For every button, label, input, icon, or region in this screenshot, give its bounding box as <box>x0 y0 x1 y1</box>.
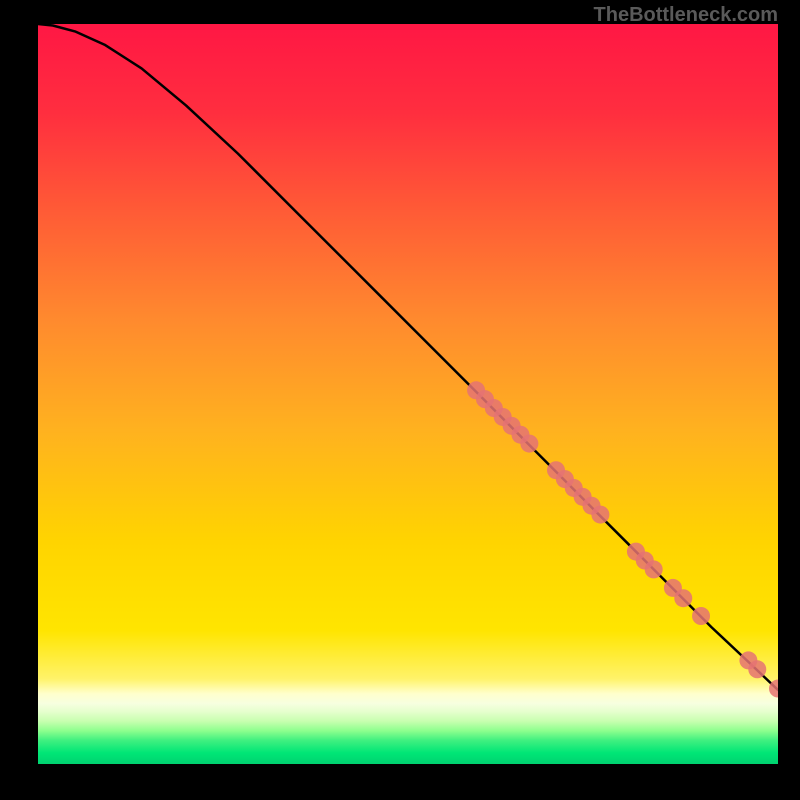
data-marker <box>520 435 538 453</box>
data-marker <box>645 560 663 578</box>
chart-overlay <box>38 24 778 764</box>
data-marker <box>748 660 766 678</box>
data-marker <box>674 589 692 607</box>
plot-area <box>38 24 778 764</box>
data-marker <box>591 506 609 524</box>
chart-container: TheBottleneck.com <box>0 0 800 800</box>
watermark-text: TheBottleneck.com <box>594 4 778 27</box>
data-marker <box>692 607 710 625</box>
